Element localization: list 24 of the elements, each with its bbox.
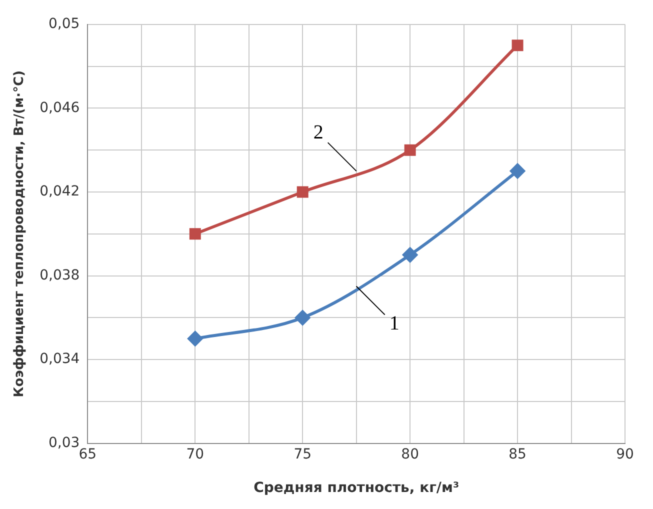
- x-tick-label: 65: [78, 446, 97, 462]
- series-label: 1: [389, 312, 400, 335]
- x-tick-label: 85: [508, 446, 526, 462]
- x-tick-label: 70: [186, 446, 204, 462]
- point: [188, 331, 203, 346]
- y-tick-label: 0,042: [40, 184, 80, 200]
- y-tick-label: 0,038: [40, 267, 80, 284]
- series-label: 2: [313, 121, 324, 144]
- y-tick-label: 0,05: [48, 16, 80, 32]
- point: [295, 310, 310, 326]
- point: [510, 164, 526, 179]
- x-tick-label: 80: [401, 446, 419, 462]
- y-tick-label: 0,046: [40, 100, 80, 116]
- y-tick-label: 0,034: [40, 351, 80, 368]
- x-axis-title: Средняя плотность, кг/м³: [254, 480, 460, 496]
- y-tick-label: 0,03: [48, 435, 80, 452]
- y-axis-title: Коэффициент теплопроводности, Вт/(м·°С): [12, 70, 28, 398]
- point: [296, 186, 308, 198]
- point: [512, 40, 524, 52]
- x-tick-label: 75: [294, 446, 312, 462]
- x-tick-label: 90: [616, 446, 634, 462]
- point: [404, 144, 416, 156]
- point: [189, 228, 201, 240]
- point: [402, 247, 418, 262]
